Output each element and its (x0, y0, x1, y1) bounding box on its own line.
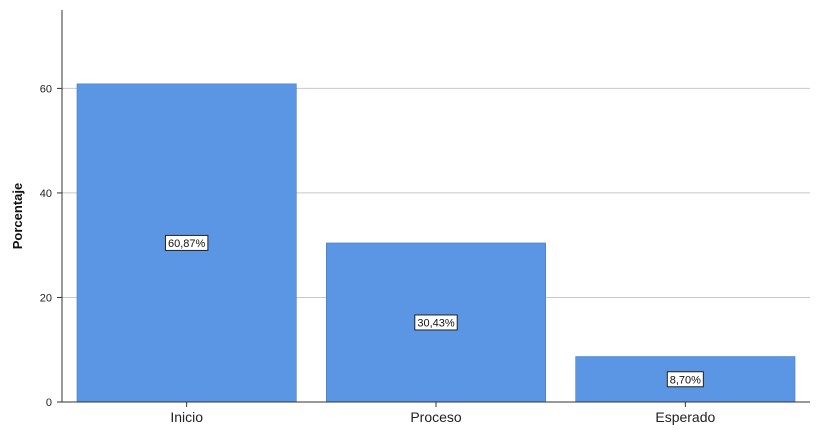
x-category-labels: Inicio Proceso Esperado (170, 402, 716, 425)
data-label-box (164, 234, 209, 251)
x-category-label: Proceso (410, 409, 462, 425)
data-label-esperado: 8,70% (666, 371, 704, 388)
y-axis-title: Porcentaje (10, 183, 25, 249)
y-tick-label: 0 (46, 397, 52, 409)
data-label-text: 30,43% (417, 317, 455, 329)
y-tick-label: 40 (40, 188, 52, 200)
x-category-label: Esperado (655, 409, 715, 425)
y-tick-label: 20 (40, 292, 52, 304)
data-label-proceso: 30,43% (414, 314, 458, 331)
data-label-text: 60,87% (168, 238, 206, 250)
data-label-box (414, 314, 458, 331)
y-tick-label: 60 (40, 83, 52, 95)
data-label-box (666, 371, 704, 388)
data-label-text: 8,70% (670, 374, 701, 386)
y-ticks: 0 20 40 60 (40, 83, 62, 409)
data-label-inicio: 60,87% (164, 234, 209, 251)
x-category-label: Inicio (170, 409, 203, 425)
data-labels: 60,87% 30,43% 8,70% (164, 234, 704, 388)
